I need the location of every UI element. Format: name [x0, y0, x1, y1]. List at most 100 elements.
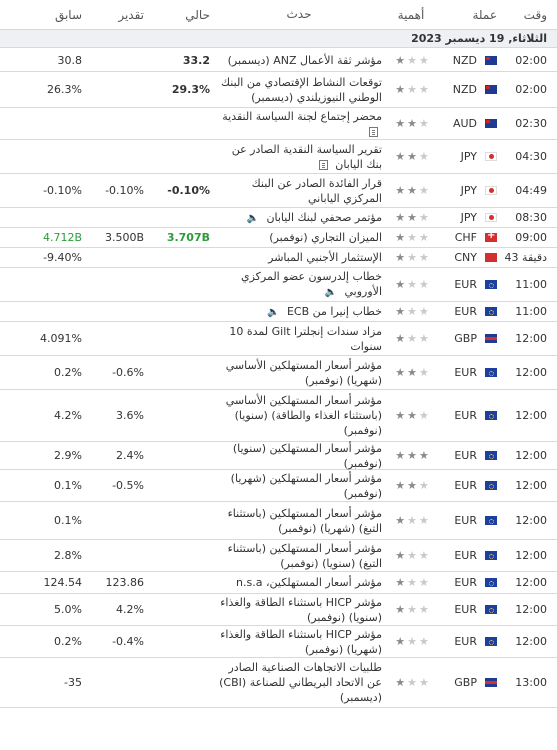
currency-code: GBP — [454, 332, 477, 345]
table-row[interactable]: 12:00 EUR ★ ★ ★ مؤشر HICP باستثناء الطاقة وال… — [0, 626, 557, 658]
flag-icon — [485, 55, 497, 65]
speaker-icon[interactable]: 🔈 — [267, 306, 280, 318]
table-row[interactable]: 12:00 EUR ★ ★ ★ مؤشر أسعار المستهلكين (شهريا)… — [0, 470, 557, 502]
event-name[interactable]: مؤشر ثقة الأعمال ANZ (ديسمبر) — [216, 49, 388, 71]
event-name[interactable]: مؤشر أسعار المستهلكين، n.s.a — [216, 572, 388, 593]
event-name[interactable]: تقرير السياسة النقدية الصادر عن بنك اليا… — [216, 140, 388, 173]
previous-value — [0, 108, 90, 139]
event-title[interactable]: مزاد سندات إنجلترا Gilt لمدة 10 سنوات — [229, 324, 382, 353]
event-name[interactable]: الإستثمار الأجنبي المباشر — [216, 248, 388, 267]
event-title[interactable]: الإستثمار الأجنبي المباشر — [268, 251, 382, 264]
currency-code: EUR — [454, 576, 477, 589]
event-name[interactable]: مؤشر HICP باستثناء الطاقة والغذاء (سنويا… — [216, 594, 388, 625]
previous-value — [0, 208, 90, 227]
header-event[interactable]: حدث — [286, 7, 312, 21]
event-name[interactable]: محضر إجتماع لجنة السياسة النقدية — [216, 108, 388, 139]
event-title[interactable]: توقعات النشاط الإقتصادي من البنك الوطني … — [221, 75, 382, 104]
table-row[interactable]: 43 دقيقة CNY ★ ★ ★ الإستثمار الأجنبي المباشر -… — [0, 248, 557, 268]
header-previous[interactable]: سابق — [54, 7, 82, 22]
event-currency: JPY — [440, 140, 497, 173]
event-title[interactable]: خطاب إلدرسون عضو المركزي الأوروبي — [240, 270, 382, 298]
table-row[interactable]: 12:00 EUR ★ ★ ★ مؤشر أسعار المستهلكين الأساسي… — [0, 356, 557, 390]
table-row[interactable]: 02:00 NZD ★ ★ ★ مؤشر ثقة الأعمال ANZ (ديسمبر)… — [0, 49, 557, 72]
event-title[interactable]: تقرير السياسة النقدية الصادر عن بنك اليا… — [231, 142, 382, 171]
event-title[interactable]: مؤشر HICP باستثناء الطاقة والغذاء (شهريا… — [220, 627, 382, 656]
header-importance[interactable]: أهمية — [397, 7, 425, 22]
event-name[interactable]: قرار الفائدة الصادر عن البنك المركزي الي… — [216, 174, 388, 207]
table-row[interactable]: 11:00 EUR ★ ★ ★ خطاب إنيرا من ECB 🔈 — [0, 302, 557, 322]
event-title[interactable]: مؤشر أسعار المستهلكين (شهريا) (نوفمبر) — [230, 471, 382, 500]
event-title[interactable]: مؤشر ثقة الأعمال ANZ (ديسمبر) — [227, 53, 382, 67]
event-title[interactable]: مؤشر أسعار المستهلكين (باستثناء التبغ) (… — [227, 541, 382, 570]
event-name[interactable]: خطاب إنيرا من ECB 🔈 — [216, 302, 388, 321]
star-icon: ★ — [418, 251, 429, 264]
flag-icon — [485, 368, 497, 377]
event-name[interactable]: طلبيات الاتجاهات الصناعية الصادر عن الات… — [216, 658, 388, 707]
event-name[interactable]: مؤشر أسعار المستهلكين الأساسي (باستثناء … — [216, 390, 388, 441]
event-name[interactable]: مؤتمر صحفي لبنك اليابان 🔈 — [216, 208, 388, 227]
event-title[interactable]: الميزان التجاري (نوفمبر) — [269, 231, 382, 244]
event-title[interactable]: مؤشر HICP باستثناء الطاقة والغذاء (سنويا… — [220, 595, 382, 624]
speaker-icon[interactable]: 🔈 — [324, 287, 337, 298]
event-title[interactable]: محضر إجتماع لجنة السياسة النقدية — [222, 109, 382, 123]
actual-value: 3.707B — [166, 231, 210, 244]
event-name[interactable]: خطاب إلدرسون عضو المركزي الأوروبي 🔈 — [216, 268, 388, 301]
event-name[interactable]: مزاد سندات إنجلترا Gilt لمدة 10 سنوات — [216, 322, 388, 355]
event-title[interactable]: مؤشر أسعار المستهلكين الأساسي (شهريا) (ن… — [225, 358, 382, 387]
table-row[interactable]: 13:00 GBP ★ ★ ★ طلبيات الاتجاهات الصناعية الص… — [0, 658, 557, 708]
table-row[interactable]: 12:00 EUR ★ ★ ★ مؤشر أسعار المستهلكين، n.s.a 1… — [0, 572, 557, 594]
event-name[interactable]: مؤشر أسعار المستهلكين الأساسي (شهريا) (ن… — [216, 356, 388, 389]
forecast-value — [90, 658, 150, 707]
currency-code: EUR — [454, 479, 477, 492]
header-actual[interactable]: حالي — [185, 7, 210, 22]
table-row[interactable]: 04:49 JPY ★ ★ ★ قرار الفائدة الصادر عن البنك … — [0, 174, 557, 208]
star-icon: ★ — [395, 576, 406, 589]
forecast-value: 2.4% — [116, 449, 144, 462]
event-title[interactable]: مؤشر أسعار المستهلكين، n.s.a — [236, 576, 382, 589]
star-icon: ★ — [418, 184, 429, 197]
table-row[interactable]: 12:00 EUR ★ ★ ★ مؤشر أسعار المستهلكين (باستثن… — [0, 502, 557, 540]
table-row[interactable]: 12:00 EUR ★ ★ ★ مؤشر أسعار المستهلكين (سنويا)… — [0, 442, 557, 470]
document-icon[interactable] — [318, 159, 328, 170]
table-row[interactable]: 04:30 JPY ★ ★ ★ تقرير السياسة النقدية الصادر … — [0, 140, 557, 174]
event-title[interactable]: مؤشر أسعار المستهلكين (سنويا) (نوفمبر) — [232, 441, 382, 470]
header-forecast[interactable]: تقدير — [118, 7, 144, 22]
event-time: 02:00 — [515, 83, 547, 96]
star-icon: ★ — [407, 251, 417, 264]
event-title[interactable]: طلبيات الاتجاهات الصناعية الصادر عن الات… — [219, 661, 382, 704]
star-icon: ★ — [395, 514, 406, 527]
table-row[interactable]: 08:30 JPY ★ ★ ★ مؤتمر صحفي لبنك اليابان 🔈 — [0, 208, 557, 228]
event-time: 12:00 — [515, 449, 547, 462]
table-row[interactable]: 02:30 AUD ★ ★ ★ محضر إجتماع لجنة السياسة النق… — [0, 108, 557, 140]
table-row[interactable]: 12:00 GBP ★ ★ ★ مزاد سندات إنجلترا Gilt لمدة … — [0, 322, 557, 356]
event-name[interactable]: الميزان التجاري (نوفمبر) — [216, 228, 388, 247]
event-name[interactable]: مؤشر أسعار المستهلكين (شهريا) (نوفمبر) — [216, 470, 388, 501]
event-currency: EUR — [440, 470, 497, 501]
event-name[interactable]: مؤشر أسعار المستهلكين (سنويا) (نوفمبر) — [216, 441, 388, 470]
event-title[interactable]: قرار الفائدة الصادر عن البنك المركزي الي… — [251, 176, 382, 205]
star-icon: ★ — [407, 603, 417, 616]
event-name[interactable]: توقعات النشاط الإقتصادي من البنك الوطني … — [216, 72, 388, 107]
star-icon: ★ — [418, 117, 429, 130]
header-currency[interactable]: عملة — [472, 7, 497, 22]
speaker-icon[interactable]: 🔈 — [246, 212, 259, 224]
actual-value — [150, 502, 216, 539]
star-icon: ★ — [407, 549, 417, 562]
table-row[interactable]: 02:00 NZD ★ ★ ★ توقعات النشاط الإقتصادي من ال… — [0, 72, 557, 108]
event-name[interactable]: مؤشر أسعار المستهلكين (باستثناء التبغ) (… — [216, 540, 388, 571]
importance-stars: ★ ★ ★ — [388, 502, 440, 539]
event-name[interactable]: مؤشر أسعار المستهلكين (باستثناء التبغ) (… — [216, 502, 388, 539]
event-title[interactable]: مؤتمر صحفي لبنك اليابان — [266, 210, 382, 224]
event-title[interactable]: مؤشر أسعار المستهلكين الأساسي (باستثناء … — [225, 394, 382, 437]
importance-stars: ★ ★ ★ — [388, 49, 440, 71]
table-row[interactable]: 12:00 EUR ★ ★ ★ مؤشر أسعار المستهلكين الأساسي… — [0, 390, 557, 442]
event-name[interactable]: مؤشر HICP باستثناء الطاقة والغذاء (شهريا… — [216, 626, 388, 657]
event-title[interactable]: مؤشر أسعار المستهلكين (باستثناء التبغ) (… — [227, 506, 382, 535]
header-time[interactable]: وقت — [523, 7, 547, 22]
table-row[interactable]: 11:00 EUR ★ ★ ★ خطاب إلدرسون عضو المركزي الأو… — [0, 268, 557, 302]
event-title[interactable]: خطاب إنيرا من ECB — [286, 304, 382, 318]
table-row[interactable]: 12:00 EUR ★ ★ ★ مؤشر HICP باستثناء الطاقة وال… — [0, 594, 557, 626]
document-icon[interactable] — [369, 126, 378, 137]
table-row[interactable]: 12:00 EUR ★ ★ ★ مؤشر أسعار المستهلكين (باستثن… — [0, 540, 557, 572]
